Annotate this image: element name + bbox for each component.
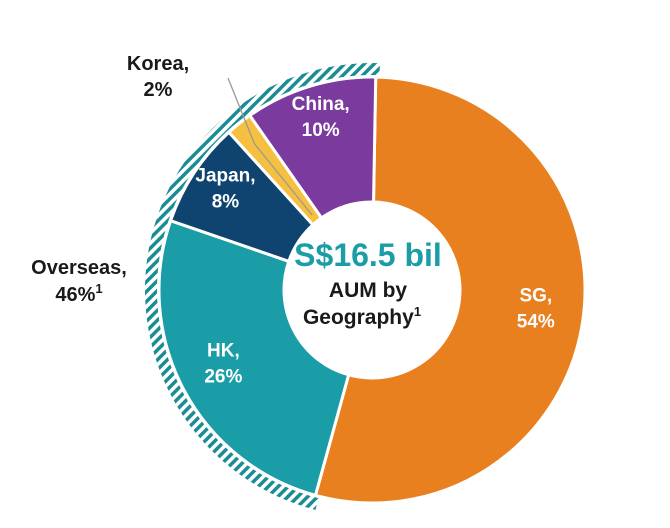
slice-value: 26% xyxy=(204,366,242,387)
slice-name: Japan, xyxy=(195,165,255,186)
slice-name: China, xyxy=(292,94,350,115)
slice-name: HK, xyxy=(207,340,240,361)
slice-value: 2% xyxy=(144,79,173,101)
donut-slices xyxy=(157,75,587,505)
overseas-footnote: 1 xyxy=(95,281,102,296)
center-line1: AUM by xyxy=(329,279,407,302)
overseas-label: Overseas, xyxy=(31,257,127,279)
slice-value: 54% xyxy=(517,312,555,333)
slice-label-japan: Japan, 8% xyxy=(195,165,255,212)
slice-value: 8% xyxy=(212,191,240,212)
overseas-value: 46%1 xyxy=(55,281,102,306)
center-line2-text: Geography xyxy=(303,306,414,329)
slice-name: SG, xyxy=(519,286,552,307)
donut-hole xyxy=(284,202,460,378)
slice-labels: SG, 54% HK, 26% Japan, 8% Korea, 2% China, 10% xyxy=(127,53,555,387)
slice-name: Korea, xyxy=(127,53,189,75)
overseas-value-text: 46% xyxy=(55,284,95,306)
slice-label-sg: SG, 54% xyxy=(517,286,555,333)
center-footnote: 1 xyxy=(414,304,421,319)
center-line2: Geography1 xyxy=(303,304,421,329)
center-total: S$16.5 bil xyxy=(294,237,442,273)
slice-value: 10% xyxy=(302,120,340,141)
slice-label-hk: HK, 26% xyxy=(204,340,242,387)
slice-label-china: China, 10% xyxy=(292,94,350,141)
korea-leader-line xyxy=(227,77,313,216)
slice-label-korea: Korea, 2% xyxy=(127,53,189,101)
leader-lines xyxy=(227,77,313,216)
